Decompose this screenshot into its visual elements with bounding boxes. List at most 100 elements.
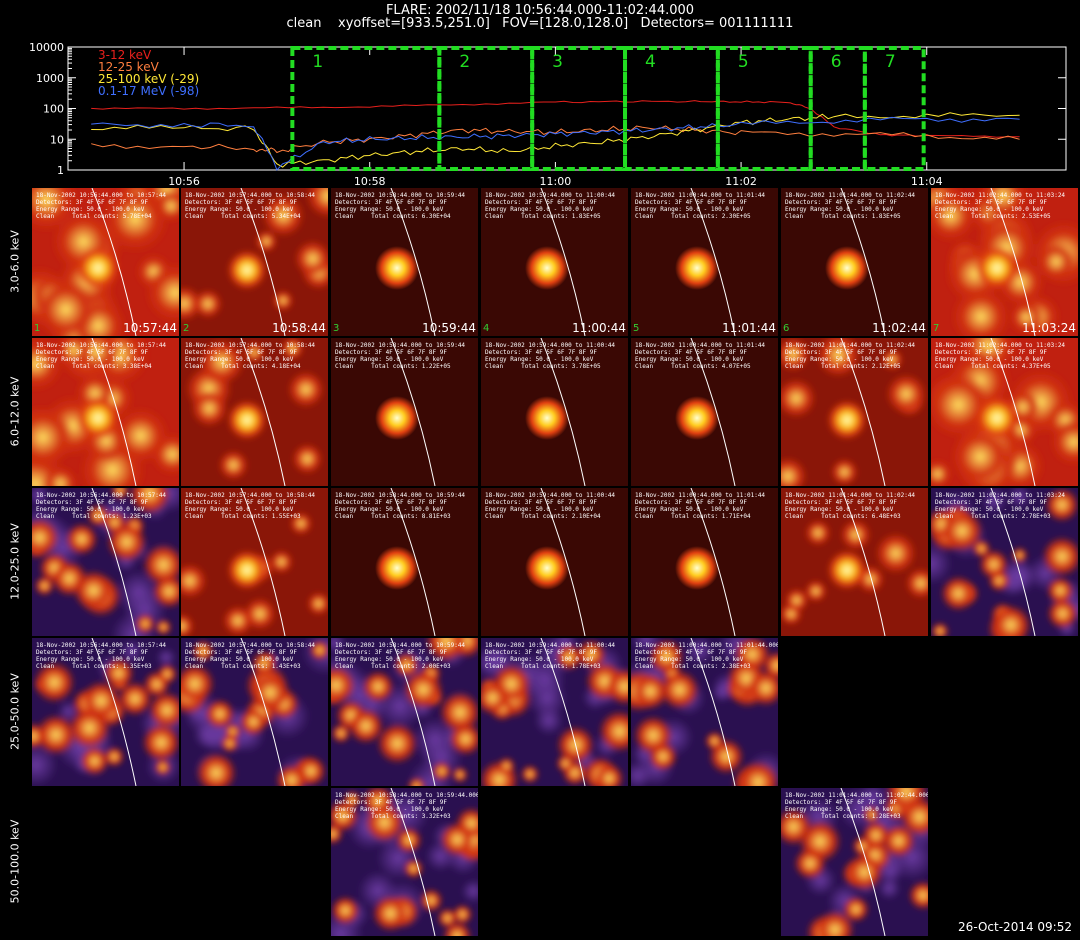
panel-info: 18-Nov-2002 10:58:44.000 to 10:59:44 Det…: [335, 492, 466, 520]
panel-time: 11:02:44: [872, 321, 926, 335]
panel-image: [481, 188, 628, 336]
image-panel: 18-Nov-2002 11:00:44.000 to 11:01:44 Det…: [631, 338, 778, 486]
legend-entry-1: 12-25 keV: [98, 60, 160, 74]
row-label: 3.0-6.0 keV: [8, 230, 22, 293]
panel-number: 4: [483, 323, 490, 334]
image-panel: 18-Nov-2002 10:59:44.000 to 11:00:44 Det…: [481, 488, 628, 636]
panel-info: 18-Nov-2002 10:57:44.000 to 10:58:44 Det…: [185, 342, 316, 370]
panel-info: 18-Nov-2002 11:01:44.000 to 11:02:44 Det…: [785, 192, 916, 220]
y-tick-label: 1000: [36, 72, 64, 85]
image-panel: 18-Nov-2002 11:02:44.000 to 11:03:24 Det…: [931, 188, 1078, 336]
image-panel: 18-Nov-2002 10:58:44.000 to 10:59:44 Det…: [331, 638, 478, 786]
panel-info: 18-Nov-2002 10:56:44.000 to 10:57:44 Det…: [36, 642, 167, 670]
panel-number: 7: [933, 323, 940, 334]
panel-image: [631, 188, 778, 336]
figure-title: FLARE: 2002/11/18 10:56:44.000-11:02:44.…: [385, 3, 695, 18]
panel-info: 18-Nov-2002 10:57:44.000 to 10:58:44 Det…: [185, 192, 316, 220]
interval-label-7: 7: [885, 52, 896, 72]
image-panel: 18-Nov-2002 10:58:44.000 to 10:59:44 Det…: [331, 188, 478, 336]
series-line-3: [91, 116, 1020, 171]
image-panel: 18-Nov-2002 11:01:44.000 to 11:02:44 Det…: [781, 488, 928, 636]
interval-box-5: [715, 46, 813, 171]
panel-info: 18-Nov-2002 11:01:44.000 to 11:02:44 Det…: [785, 342, 916, 370]
row-label: 25.0-50.0 keV: [8, 673, 22, 750]
figure-subtitle: clean xyoffset=[933.5,251.0] FOV=[128.0,…: [286, 16, 794, 31]
panel-image: [331, 638, 478, 786]
panel-number: 2: [183, 323, 190, 334]
panel-image: [32, 638, 179, 786]
panel-image: [32, 188, 179, 336]
image-panel: 18-Nov-2002 10:58:44.000 to 10:59:44 Det…: [331, 338, 478, 486]
panel-image: [181, 338, 328, 486]
image-panel: 18-Nov-2002 10:58:44.000 to 10:59:44.000…: [331, 788, 478, 936]
y-tick-label: 10: [50, 133, 64, 146]
panel-time: 10:57:44: [123, 321, 177, 335]
image-panel: 18-Nov-2002 10:56:44.000 to 10:57:44 Det…: [32, 338, 179, 486]
row-label: 6.0-12.0 keV: [8, 376, 22, 447]
panel-info: 18-Nov-2002 11:00:44.000 to 11:01:44 Det…: [635, 342, 766, 370]
y-tick-label: 1: [57, 164, 64, 177]
panel-image: [931, 188, 1078, 336]
panel-image: [781, 338, 928, 486]
panel-image: [331, 788, 478, 936]
panel-info: 18-Nov-2002 10:58:44.000 to 10:59:44 Det…: [335, 342, 466, 370]
panel-info: 18-Nov-2002 11:02:44.000 to 11:03:24 Det…: [935, 192, 1066, 220]
panel-number: 3: [333, 323, 340, 334]
interval-box-2: [437, 46, 535, 171]
image-panel: 18-Nov-2002 10:57:44.000 to 10:58:44 Det…: [181, 338, 328, 486]
image-panel: 18-Nov-2002 10:56:44.000 to 10:57:44 Det…: [32, 188, 179, 336]
panel-number: 6: [783, 323, 790, 334]
panel-image: [331, 188, 478, 336]
panel-image: [931, 338, 1078, 486]
x-tick-label: 11:02: [725, 175, 757, 188]
image-panel: 18-Nov-2002 10:58:44.000 to 10:59:44 Det…: [331, 488, 478, 636]
panel-info: 18-Nov-2002 11:02:44.000 to 11:03:24 Det…: [935, 342, 1066, 370]
panel-image: [32, 488, 179, 636]
legend-entry-3: 0.1-17 MeV (-98): [98, 84, 199, 98]
panel-image: [631, 338, 778, 486]
panel-image: [781, 188, 928, 336]
panel-number: 5: [633, 323, 640, 334]
x-tick-label: 11:00: [540, 175, 572, 188]
panel-image: [32, 338, 179, 486]
panel-image: [631, 488, 778, 636]
panel-info: 18-Nov-2002 10:58:44.000 to 10:59:44 Det…: [335, 192, 466, 220]
interval-label-1: 1: [312, 52, 323, 72]
x-tick-label: 10:58: [354, 175, 386, 188]
panel-info: 18-Nov-2002 11:01:44.000 to 11:02:44.000…: [785, 792, 928, 820]
image-panel: 18-Nov-2002 11:00:44.000 to 11:01:44 Det…: [631, 188, 778, 336]
row-label: 12.0-25.0 keV: [8, 523, 22, 600]
series-line-1: [91, 125, 1020, 154]
image-panel: 18-Nov-2002 11:02:44.000 to 11:03:24 Det…: [931, 488, 1078, 636]
interval-box-7: [862, 46, 926, 171]
panel-info: 18-Nov-2002 11:00:44.000 to 11:01:44.000…: [635, 642, 778, 670]
panel-info: 18-Nov-2002 11:02:44.000 to 11:03:24 Det…: [935, 492, 1066, 520]
series-line-0: [91, 100, 1020, 138]
image-panel: 18-Nov-2002 10:57:44.000 to 10:58:44 Det…: [181, 188, 328, 336]
panel-info: 18-Nov-2002 10:58:44.000 to 10:59:44.000…: [335, 792, 478, 820]
image-panel: 18-Nov-2002 10:57:44.000 to 10:58:44 Det…: [181, 638, 328, 786]
interval-box-6: [808, 46, 867, 171]
panel-info: 18-Nov-2002 10:59:44.000 to 11:00:44 Det…: [485, 492, 616, 520]
interval-label-5: 5: [738, 52, 749, 72]
image-panel: 18-Nov-2002 10:56:44.000 to 10:57:44 Det…: [32, 638, 179, 786]
legend-entry-2: 25-100 keV (-29): [98, 72, 199, 86]
panel-info: 18-Nov-2002 11:00:44.000 to 11:01:44 Det…: [635, 492, 766, 520]
legend-entry-0: 3-12 keV: [98, 48, 152, 62]
panel-time: 10:58:44: [272, 321, 326, 335]
series-line-2: [91, 112, 1020, 168]
interval-label-6: 6: [831, 52, 842, 72]
x-tick-label: 10:56: [168, 175, 200, 188]
panel-info: 18-Nov-2002 10:59:44.000 to 11:00:44 Det…: [485, 192, 616, 220]
image-panel: 18-Nov-2002 11:01:44.000 to 11:02:44 Det…: [781, 188, 928, 336]
y-tick-label: 10000: [29, 41, 64, 54]
image-panel: 18-Nov-2002 11:01:44.000 to 11:02:44 Det…: [781, 338, 928, 486]
panel-info: 18-Nov-2002 10:57:44.000 to 10:58:44 Det…: [185, 492, 316, 520]
panel-time: 10:59:44: [422, 321, 476, 335]
interval-label-4: 4: [645, 52, 656, 72]
image-panel: 18-Nov-2002 11:02:44.000 to 11:03:24 Det…: [931, 338, 1078, 486]
panel-image: [931, 488, 1078, 636]
y-tick-label: 100: [43, 103, 64, 116]
panel-info: 18-Nov-2002 10:56:44.000 to 10:57:44 Det…: [36, 192, 167, 220]
